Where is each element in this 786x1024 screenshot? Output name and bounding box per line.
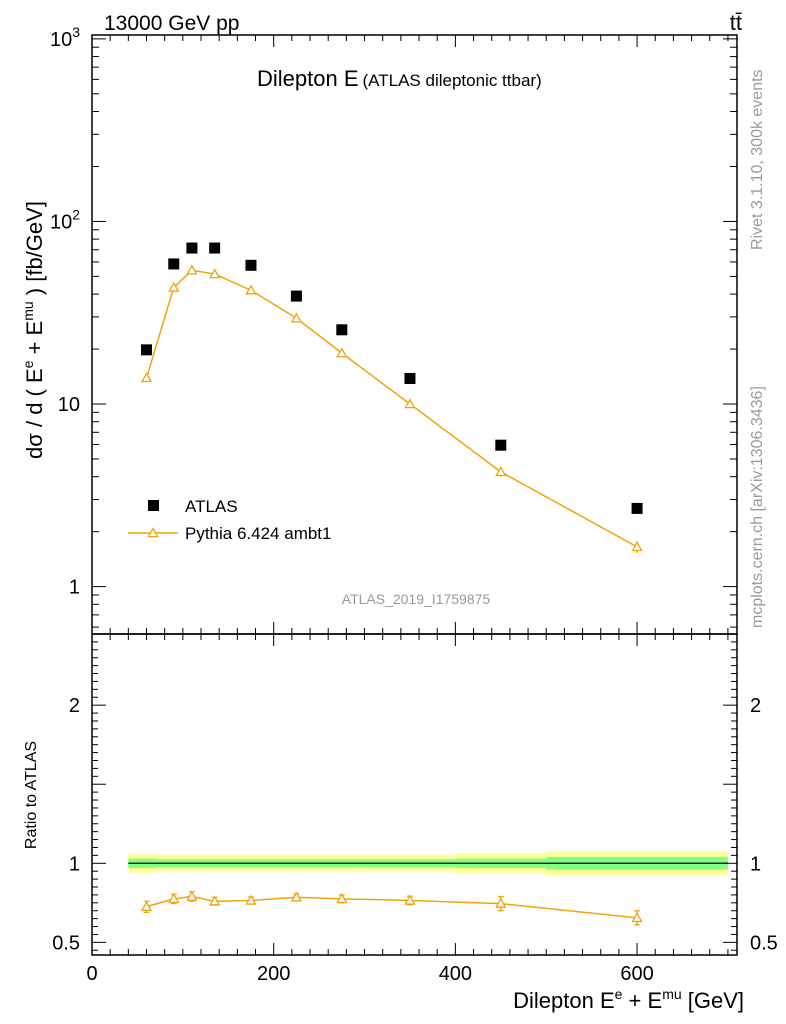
ratio-point [404,894,416,905]
mc-point [140,372,153,383]
ratio-y-tick-label: 0.5 [52,932,80,954]
upper-frame [91,34,738,635]
y-tick-label: 10 [58,394,80,416]
ratio-line [146,895,638,919]
ratio-y-tick-label: 2 [69,695,80,717]
watermark-label: ATLAS_2019_I1759875 [342,591,491,607]
data-point [336,324,348,336]
x-tick-label: 200 [257,963,290,985]
mc-point [495,466,507,477]
upper-data-series [141,242,643,514]
side-text-upper: Rivet 3.1.10, 300k events [749,69,766,250]
ratio-point [140,900,153,912]
header-left: 13000 GeV pp [104,12,239,35]
mc-point [168,281,180,292]
x-tick-label: 400 [439,963,472,985]
ratio-point [336,893,348,904]
legend-marker-data [148,500,159,511]
data-point [404,372,416,384]
data-point [245,259,257,271]
side-text-lower: mcplots.cern.ch [arXiv:1306.3436] [749,386,766,628]
data-point [495,439,507,451]
upper-y-axis-label: dσ / d ( Ee + Emu ) [fb/GeV] [20,201,47,459]
x-tick-label: 600 [620,963,653,985]
x-tick-label: 0 [86,963,97,985]
data-point [631,502,643,514]
ratio-point [245,894,257,905]
y-tick-label: 1 [69,577,80,599]
upper-mc-series [140,264,643,553]
data-point [186,242,198,254]
data-point [290,290,302,302]
x-axis-label: Dilepton Ee + Emu [GeV] [513,986,744,1013]
header-right: tt̄ [730,10,742,35]
lower-y-axis-label: Ratio to ATLAS [23,741,40,849]
data-point [141,344,153,356]
legend-marker-mc [147,527,159,538]
legend-label-mc: Pythia 6.424 ambt1 [185,524,331,543]
legend-label-data: ATLAS [185,497,238,516]
chart-title: Dilepton E (ATLAS dileptonic ttbar) [257,66,542,91]
mc-point [209,268,221,279]
legend: ATLAS Pythia 6.424 ambt1 [128,497,331,543]
mc-point [186,264,198,275]
chart-title-sub: (ATLAS dileptonic ttbar) [363,71,542,90]
y-tick-label: 102 [50,206,80,233]
ratio-y-tick-label-right: 1 [750,853,761,875]
mc-point [290,312,303,323]
mc-point [631,541,643,552]
ratio-y-tick-label-right: 2 [750,695,761,717]
ratio-point [495,897,507,908]
ratio-y-tick-label-right: 0.5 [750,932,778,954]
ratio-mc-series [140,890,643,926]
data-point [168,258,180,270]
ratio-point [631,912,643,923]
ratio-y-tick-label: 1 [69,853,80,875]
ratio-point [290,891,303,902]
mc-line [145,269,638,548]
lower-frame [91,633,738,956]
mc-point [404,398,416,409]
ratio-point [209,895,221,906]
y-tick-label: 103 [50,24,80,51]
mc-point [336,347,348,358]
ratio-point [168,893,180,904]
data-point [209,242,221,254]
mc-point [245,284,257,295]
ratio-point [186,890,198,901]
chart-title-main: Dilepton E [257,66,359,91]
